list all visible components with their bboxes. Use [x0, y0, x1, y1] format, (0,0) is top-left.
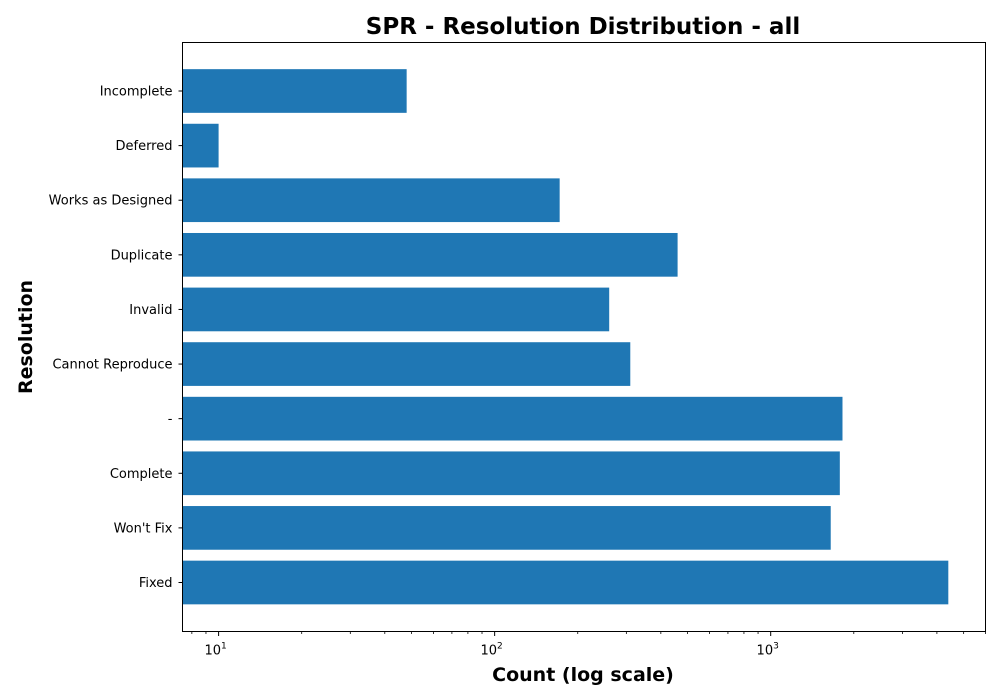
bar: [182, 178, 560, 223]
x-tick-label: 102: [481, 642, 503, 659]
x-tick-label: 101: [204, 642, 226, 659]
x-axis: 101 102 103: [191, 631, 986, 659]
bar: [182, 287, 610, 332]
y-axis-label: Resolution: [15, 280, 37, 394]
bar: [182, 123, 219, 168]
bar: [182, 342, 631, 386]
y-tick-label: -: [168, 412, 173, 427]
y-tick-label: Invalid: [129, 303, 172, 318]
y-tick-label: Cannot Reproduce: [52, 358, 172, 373]
bar: [182, 506, 831, 550]
x-tick-label: 103: [757, 642, 779, 659]
y-tick-label: Works as Designed: [49, 194, 173, 209]
bar: [182, 396, 843, 441]
bar: [182, 69, 407, 113]
bar: [182, 232, 678, 277]
x-axis-label: Count (log scale): [492, 664, 674, 686]
chart-title: SPR - Resolution Distribution - all: [366, 14, 800, 40]
y-tick-label: Duplicate: [111, 248, 173, 263]
y-tick-label: Incomplete: [100, 85, 173, 100]
y-axis: Fixed Won't Fix Complete - Cannot Reproduce I…: [49, 85, 183, 591]
y-tick-label: Fixed: [139, 576, 173, 591]
y-tick-label: Complete: [110, 467, 173, 482]
bar: [182, 451, 840, 496]
plot-frame: [182, 42, 986, 632]
y-tick-label: Deferred: [115, 139, 172, 154]
bars-group: [182, 69, 949, 605]
y-tick-label: Won't Fix: [114, 521, 173, 536]
bar: [182, 560, 949, 605]
